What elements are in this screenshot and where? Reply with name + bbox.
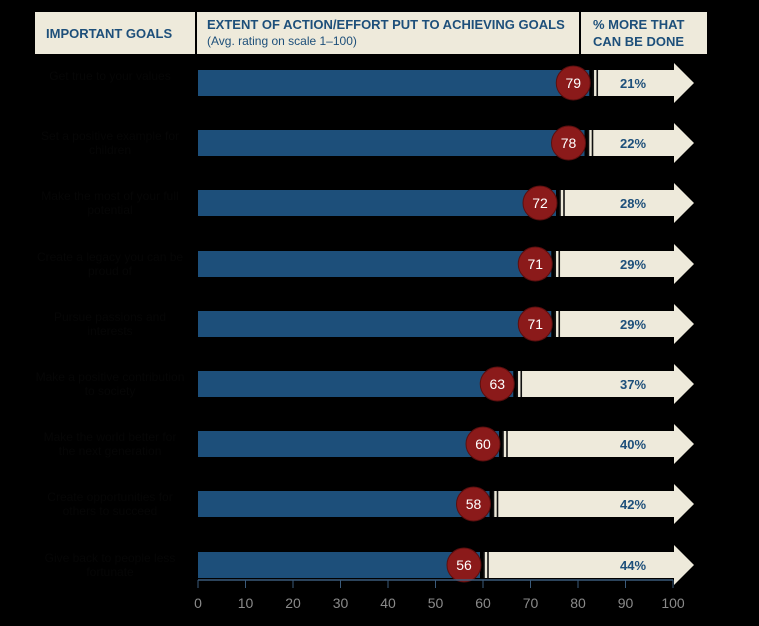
- more-percent-label: 42%: [620, 497, 646, 512]
- goal-label: Set a positive example for children: [40, 129, 180, 157]
- remaining-arrow: [484, 545, 694, 585]
- remaining-arrow: [588, 123, 694, 163]
- x-tick-label: 20: [285, 595, 301, 611]
- value-label: 79: [565, 75, 581, 91]
- value-bar: [198, 491, 490, 517]
- goal-label: Create a legacy you can be proud of: [36, 250, 184, 278]
- value-label: 58: [466, 496, 482, 512]
- x-tick-label: 30: [333, 595, 349, 611]
- value-bar: [198, 311, 552, 337]
- more-percent-label: 37%: [620, 377, 646, 392]
- remaining-arrow: [593, 63, 694, 103]
- value-bar: [198, 371, 514, 397]
- value-label: 71: [527, 256, 543, 272]
- remaining-arrow: [555, 244, 694, 284]
- x-tick-label: 10: [238, 595, 254, 611]
- x-tick-label: 60: [475, 595, 491, 611]
- goal-label: Make a positive contribution to society: [35, 370, 185, 398]
- value-bar: [198, 251, 552, 277]
- header-important-goals: IMPORTANT GOALS: [35, 12, 195, 54]
- x-tick-label: 100: [661, 595, 685, 611]
- x-tick-label: 0: [194, 595, 202, 611]
- value-badge: [551, 125, 586, 161]
- x-tick-label: 90: [618, 595, 634, 611]
- goal-label: Make the world better for the next gener…: [43, 430, 177, 458]
- goal-label: Get true to your values: [49, 69, 171, 83]
- x-tick-label: 50: [428, 595, 444, 611]
- value-badge: [465, 426, 501, 462]
- value-label: 56: [456, 557, 472, 573]
- header-more-done: % MORE THAT CAN BE DONE: [581, 12, 707, 54]
- value-label: 78: [561, 135, 577, 151]
- remaining-arrow: [517, 364, 694, 404]
- value-badge: [446, 547, 482, 583]
- remaining-arrow: [555, 304, 694, 344]
- value-bar: [198, 552, 480, 578]
- more-percent-label: 40%: [620, 437, 646, 452]
- more-percent-label: 29%: [620, 317, 646, 332]
- header-goals-title: IMPORTANT GOALS: [46, 26, 173, 41]
- value-badge: [479, 366, 515, 402]
- header-extent-title: EXTENT OF ACTION/EFFORT PUT TO ACHIEVING…: [207, 17, 565, 32]
- value-label: 72: [532, 195, 548, 211]
- header-extent: EXTENT OF ACTION/EFFORT PUT TO ACHIEVING…: [197, 12, 579, 54]
- more-percent-label: 21%: [620, 76, 646, 91]
- more-percent-label: 22%: [620, 136, 646, 151]
- x-tick-label: 80: [570, 595, 586, 611]
- value-badge: [522, 185, 558, 221]
- value-bar: [198, 130, 585, 156]
- remaining-arrow: [560, 183, 694, 223]
- value-label: 63: [489, 376, 505, 392]
- value-badge: [517, 246, 553, 282]
- x-tick-label: 70: [523, 595, 539, 611]
- value-bar: [198, 190, 556, 216]
- remaining-arrow: [503, 424, 694, 464]
- header-more-line2: CAN BE DONE: [593, 34, 685, 49]
- goal-label: Create opportunities for others to succe…: [47, 490, 173, 518]
- more-percent-label: 44%: [620, 558, 646, 573]
- value-label: 60: [475, 436, 491, 452]
- x-tick-label: 40: [380, 595, 396, 611]
- value-label: 71: [527, 316, 543, 332]
- header-extent-subtitle: (Avg. rating on scale 1–100): [207, 34, 357, 48]
- more-percent-label: 28%: [620, 196, 646, 211]
- value-badge: [555, 65, 591, 101]
- remaining-arrow: [493, 484, 694, 524]
- value-bar: [198, 431, 499, 457]
- goal-label: Make the most of your full potential: [41, 189, 179, 217]
- value-badge: [456, 486, 491, 522]
- value-bar: [198, 70, 590, 96]
- value-badge: [517, 306, 553, 342]
- goal-label: Give back to people less fortunate: [44, 551, 176, 579]
- more-percent-label: 29%: [620, 257, 646, 272]
- header-more-line1: % MORE THAT: [593, 17, 685, 32]
- goal-label: Pursue passions and interests: [53, 310, 167, 338]
